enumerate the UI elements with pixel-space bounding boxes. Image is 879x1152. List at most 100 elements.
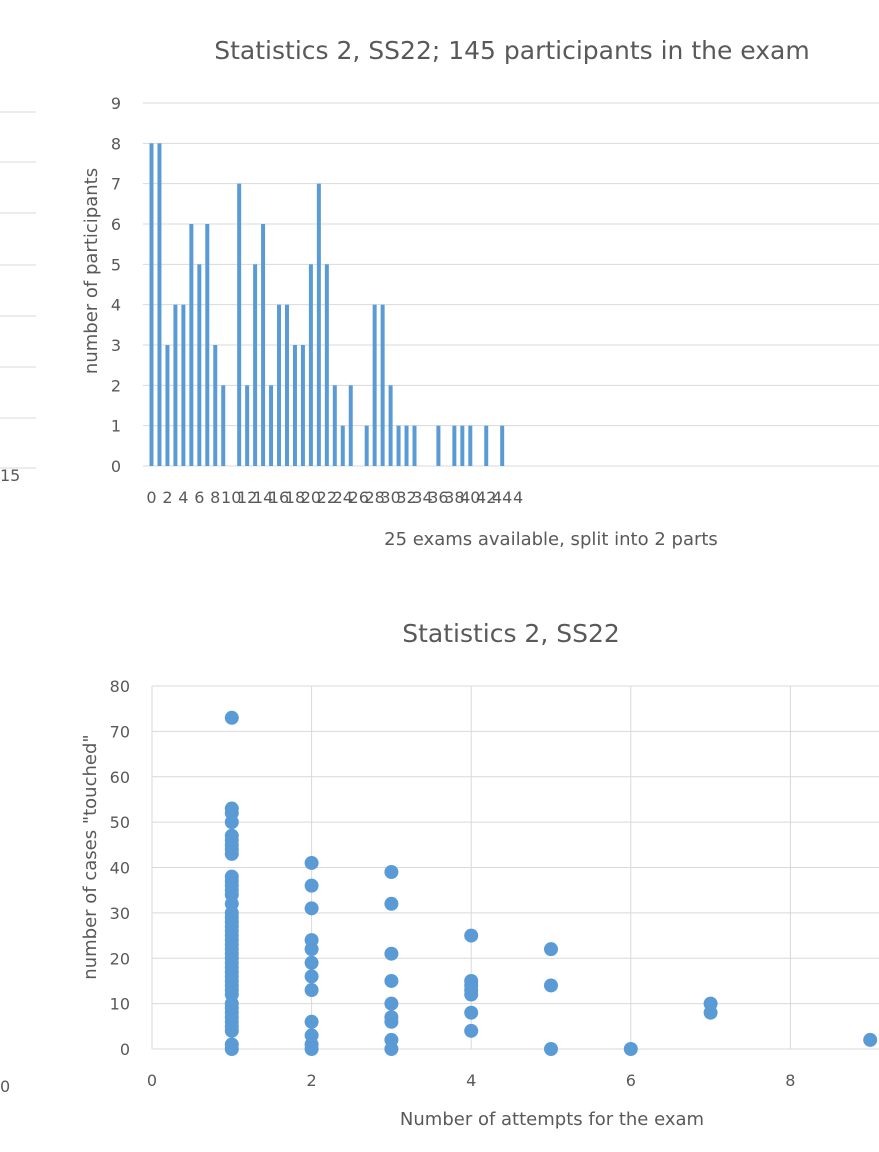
bar-y-tick-label: 9: [111, 94, 121, 113]
bar: [213, 345, 218, 466]
bar-x-tick-label: 22: [317, 488, 337, 507]
bar: [189, 224, 194, 466]
scatter-point: [544, 942, 558, 957]
bar: [388, 385, 393, 466]
bar-x-tick-label: 12: [237, 488, 257, 507]
bar-x-tick-label: 4: [178, 488, 188, 507]
scatter-point: [304, 1014, 319, 1029]
scatter-x-tick-label: 6: [626, 1071, 636, 1090]
bar: [292, 345, 297, 466]
bar-x-tick-label: 30: [380, 488, 400, 507]
bar: [181, 304, 186, 466]
scatter-y-tick-label: 40: [110, 859, 130, 878]
bar: [348, 385, 353, 466]
scatter-point: [464, 928, 479, 943]
scatter-point: [304, 901, 319, 916]
bar-x-tick-label: 34: [412, 488, 432, 507]
scatter-y-tick-label: 50: [110, 813, 130, 832]
scatter-point: [384, 896, 399, 911]
bar: [372, 304, 377, 466]
bar-x-tick-label: 6: [194, 488, 204, 507]
bar-x-tick-label: 0: [146, 488, 156, 507]
bar: [404, 425, 409, 466]
bar: [284, 304, 289, 466]
bar-chart-gridlines: [143, 102, 879, 467]
bar: [261, 224, 266, 466]
bar-chart-title: Statistics 2, SS22; 145 participants in …: [214, 36, 809, 65]
bar-chart-y-tick-labels: 0 1 2 3 4 5 6 7 8 9: [111, 94, 121, 476]
bar-chart-y-axis-title: number of participants: [81, 168, 102, 374]
bar-x-tick-label: 20: [301, 488, 321, 507]
scatter-y-tick-label: 0: [120, 1040, 130, 1059]
scatter-point: [384, 946, 399, 961]
scatter-chart-x-tick-labels: 0 2 4 6 8: [147, 1071, 796, 1090]
bar: [237, 183, 242, 466]
bar-y-tick-label: 5: [111, 255, 121, 274]
bar-y-tick-label: 6: [111, 215, 121, 234]
bar: [197, 264, 202, 466]
scatter-chart-gridlines: [151, 685, 879, 1050]
scatter-point: [224, 846, 239, 861]
scatter-chart-y-tick-labels: 0 10 20 30 40 50 60 70 80: [110, 677, 130, 1059]
bar-x-tick-label: 24: [333, 488, 353, 507]
bar-x-tick-label: 2: [162, 488, 172, 507]
bar: [412, 425, 417, 466]
scatter-point: [384, 1014, 399, 1029]
scatter-x-tick-label: 2: [307, 1071, 317, 1090]
scatter-chart-y-axis-title: number of cases "touched": [80, 734, 101, 979]
scatter-point: [304, 983, 319, 998]
bar: [221, 385, 226, 466]
bar: [149, 143, 154, 467]
bar: [316, 183, 321, 466]
bar: [468, 425, 473, 466]
scatter-point: [384, 865, 399, 880]
bar-y-tick-label: 8: [111, 134, 121, 153]
scatter-x-tick-label: 8: [785, 1071, 795, 1090]
bar-y-tick-label: 4: [111, 296, 121, 315]
bar: [173, 304, 178, 466]
bar-x-tick-label: 4: [513, 488, 523, 507]
bar-x-tick-label: 10: [221, 488, 241, 507]
bar-chart-x-tick-labels: 0 2 4 6 8 10121416182022242628303234363840424…: [146, 488, 523, 507]
scatter-y-tick-label: 20: [110, 949, 130, 968]
scatter-y-tick-label: 10: [110, 995, 130, 1014]
bar-x-tick-label: 18: [285, 488, 305, 507]
scatter-point: [224, 1023, 239, 1038]
scatter-point: [544, 978, 558, 993]
bar: [245, 385, 250, 466]
scatter-point: [224, 710, 239, 725]
bar-x-tick-label: 44: [492, 488, 512, 507]
scatter-point: [863, 1032, 878, 1047]
participants-bar-chart: Statistics 2, SS22; 145 participants in …: [81, 36, 879, 550]
bar: [460, 425, 465, 466]
bar-x-tick-label: 32: [396, 488, 416, 507]
bar: [436, 425, 441, 466]
bar-y-tick-label: 2: [111, 376, 121, 395]
scatter-point: [384, 973, 399, 988]
scatter-x-tick-label: 4: [466, 1071, 476, 1090]
bar: [253, 264, 258, 466]
cropped-left-chart: 15 0: [0, 111, 36, 1096]
scatter-point: [304, 1042, 319, 1056]
cropped-x-tick-label: 15: [0, 466, 20, 485]
scatter-point: [224, 815, 239, 830]
scatter-chart-x-axis-title: Number of attempts for the exam: [400, 1109, 704, 1130]
scatter-y-tick-label: 80: [110, 677, 130, 696]
scatter-x-tick-label: 0: [147, 1071, 157, 1090]
bar-x-tick-label: 38: [444, 488, 464, 507]
scatter-point: [703, 1005, 718, 1020]
scatter-point: [304, 878, 319, 893]
scatter-point: [544, 1042, 558, 1056]
bar: [157, 143, 162, 467]
scatter-point: [384, 1042, 399, 1056]
bar-y-tick-label: 1: [111, 417, 121, 436]
scatter-point: [623, 1042, 638, 1056]
bar: [380, 304, 385, 466]
bar: [452, 425, 457, 466]
bar: [269, 385, 274, 466]
scatter-point: [304, 942, 319, 957]
scatter-point: [224, 1042, 239, 1056]
scatter-point: [304, 955, 319, 970]
scatter-chart-points: [224, 710, 878, 1056]
